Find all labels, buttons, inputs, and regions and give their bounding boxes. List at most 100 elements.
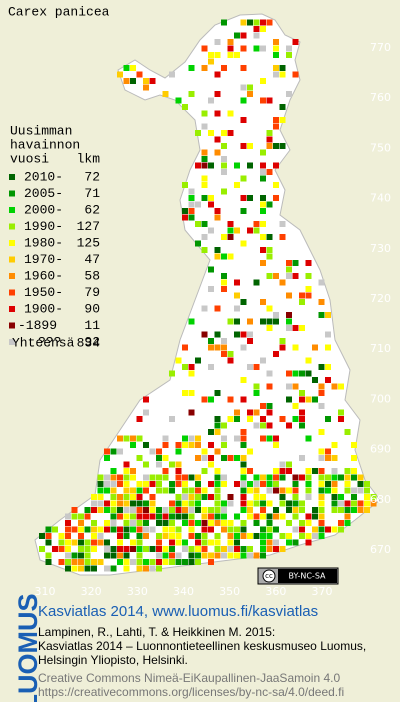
observation-square <box>364 507 370 513</box>
observation-square <box>318 507 325 513</box>
observation-square <box>123 520 130 526</box>
observation-square <box>123 474 130 481</box>
observation-square <box>214 494 221 500</box>
observation-square <box>247 507 253 513</box>
observation-square <box>318 279 325 286</box>
observation-square <box>273 71 279 78</box>
observation-square <box>305 435 312 442</box>
observation-square <box>234 539 240 546</box>
observation-square <box>364 487 370 494</box>
observation-square <box>338 526 344 533</box>
observation-square <box>279 468 286 474</box>
observation-square <box>130 474 136 481</box>
observation-square <box>169 559 175 565</box>
observation-square <box>110 494 117 500</box>
observation-square <box>240 468 247 474</box>
observation-square <box>201 494 208 500</box>
observation-square <box>149 448 156 455</box>
observation-square <box>247 552 253 559</box>
map-title: Carex panicea <box>8 4 110 19</box>
observation-square <box>286 533 292 539</box>
observation-square <box>143 500 149 507</box>
observation-square <box>318 455 325 461</box>
observation-square <box>136 416 143 422</box>
legend-count: 71 <box>84 186 100 201</box>
observation-square <box>221 474 227 481</box>
observation-square <box>117 507 123 513</box>
observation-square <box>351 507 357 513</box>
observation-square <box>214 149 221 156</box>
observation-square <box>286 396 292 403</box>
observation-square <box>208 520 214 526</box>
observation-square <box>240 526 247 533</box>
observation-square <box>136 71 143 78</box>
observation-square <box>240 455 247 461</box>
observation-square <box>175 559 182 565</box>
observation-square <box>123 526 130 533</box>
observation-square <box>260 19 266 26</box>
observation-square <box>39 533 45 539</box>
observation-square <box>201 487 208 494</box>
observation-square <box>214 208 221 214</box>
observation-square <box>195 130 201 136</box>
observation-square <box>65 546 71 552</box>
observation-square <box>338 383 344 390</box>
observation-square <box>208 227 214 234</box>
observation-square <box>78 552 84 559</box>
observation-square <box>97 559 104 565</box>
observation-square <box>78 533 84 539</box>
observation-square <box>260 474 266 481</box>
observation-square <box>104 565 110 572</box>
observation-square <box>156 552 162 559</box>
observation-square <box>240 461 247 468</box>
observation-square <box>357 500 364 507</box>
observation-square <box>214 474 221 481</box>
observation-square <box>299 370 305 377</box>
observation-square <box>52 546 58 552</box>
observation-square <box>188 195 195 201</box>
observation-square <box>253 520 260 526</box>
observation-square <box>253 422 260 429</box>
observation-square <box>240 299 247 305</box>
observation-square <box>195 507 201 513</box>
observation-square <box>162 455 169 461</box>
observation-square <box>97 507 104 513</box>
observation-square <box>286 383 292 390</box>
observation-square <box>273 39 279 45</box>
observation-square <box>305 539 312 546</box>
legend-heading: havainnon <box>10 137 80 152</box>
observation-square <box>110 526 117 533</box>
observation-square <box>117 526 123 533</box>
observation-square <box>110 448 117 455</box>
observation-square <box>143 442 149 448</box>
observation-square <box>240 520 247 526</box>
observation-square <box>188 409 195 416</box>
observation-square <box>195 442 201 448</box>
observation-square <box>344 429 351 435</box>
observation-square <box>182 559 188 565</box>
observation-square <box>286 422 292 429</box>
observation-square <box>260 533 266 539</box>
observation-square <box>182 513 188 520</box>
observation-square <box>357 507 364 513</box>
observation-square <box>305 487 312 494</box>
observation-square <box>143 513 149 520</box>
observation-square <box>188 208 195 214</box>
observation-square <box>221 65 227 71</box>
observation-square <box>266 143 273 149</box>
observation-square <box>110 552 117 559</box>
observation-square <box>292 513 299 520</box>
observation-square <box>214 539 221 546</box>
observation-square <box>84 539 91 546</box>
observation-square <box>149 500 156 507</box>
badge-icon <box>262 569 276 583</box>
observation-square <box>318 312 325 318</box>
observation-square <box>84 565 91 572</box>
observation-square <box>143 474 149 481</box>
observation-square <box>78 559 84 565</box>
observation-square <box>175 507 182 513</box>
observation-square <box>266 546 273 552</box>
observation-square <box>188 188 195 195</box>
observation-square <box>84 513 91 520</box>
license-badge: cc BY-NC-SA <box>257 567 339 585</box>
